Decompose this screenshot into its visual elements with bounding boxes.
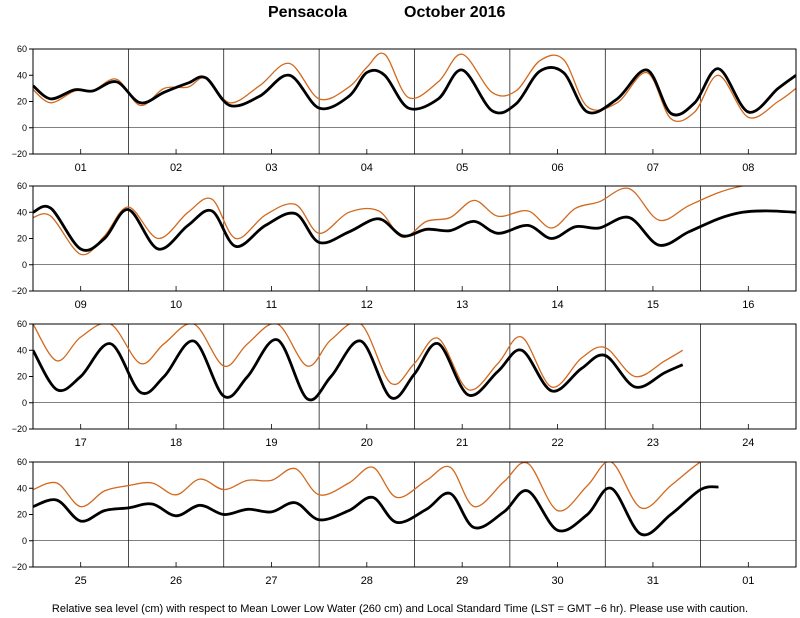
observed-series-line [33, 52, 796, 122]
day-label: 25 [75, 575, 87, 587]
observed-series-line [33, 186, 747, 256]
day-label: 24 [742, 437, 754, 449]
day-label: 12 [361, 299, 373, 311]
panel-frame [32, 48, 797, 155]
day-label: 02 [170, 162, 182, 174]
day-label: 17 [75, 437, 87, 449]
y-tick-label: 0 [22, 398, 27, 408]
panel-4: 60 40 20 0 −20 25 26 27 28 29 30 31 01 [12, 457, 797, 587]
footnote: Relative sea level (cm) with respect to … [51, 603, 749, 615]
day-label: 30 [551, 575, 563, 587]
panel-frame [32, 461, 797, 568]
predicted-series-line [33, 338, 684, 402]
y-tick-label: 0 [22, 260, 27, 270]
y-tick-label: 60 [17, 44, 27, 54]
day-label: 11 [266, 299, 277, 311]
y-tick-label: 40 [17, 483, 27, 493]
day-label: 28 [361, 575, 373, 587]
y-tick-label: 60 [17, 181, 27, 191]
day-label: 26 [170, 575, 182, 587]
predicted-series-line [33, 66, 796, 117]
day-label: 09 [75, 299, 87, 311]
predicted-series-line [33, 204, 796, 252]
day-label: 20 [361, 437, 373, 449]
day-label: 15 [647, 299, 659, 311]
tide-chart: 60 40 20 0 −20 01 02 03 04 05 06 07 08 60 40 20 0 −20 09 10… [12, 44, 797, 587]
chart-title-place: Pensacola [268, 4, 348, 21]
day-label: 21 [456, 437, 468, 449]
y-tick-label: −20 [12, 424, 27, 434]
day-label: 03 [265, 162, 277, 174]
y-tick-label: 40 [17, 70, 27, 80]
panel-frame [32, 185, 797, 292]
panel-frame [32, 323, 797, 430]
y-tick-label: 20 [17, 510, 27, 520]
y-tick-label: 20 [17, 372, 27, 382]
day-label: 13 [456, 299, 468, 311]
day-label: 23 [647, 437, 659, 449]
y-tick-label: 20 [17, 234, 27, 244]
day-label: 14 [551, 299, 563, 311]
day-label: 27 [265, 575, 277, 587]
y-tick-label: −20 [12, 149, 27, 159]
y-tick-label: 0 [22, 536, 27, 546]
day-label: 18 [170, 437, 182, 449]
chart-title-month: October 2016 [404, 4, 506, 21]
day-label: 08 [742, 162, 754, 174]
day-label: 16 [742, 299, 754, 311]
panel-2: 60 40 20 0 −20 09 10 11 12 13 14 15 16 [12, 181, 797, 311]
day-label: 07 [647, 162, 659, 174]
day-label: 31 [647, 575, 659, 587]
predicted-series-line [33, 485, 719, 537]
observed-series-line [33, 324, 684, 391]
day-label: 05 [456, 162, 468, 174]
observed-series-line [33, 462, 703, 512]
day-label: 10 [170, 299, 182, 311]
y-tick-label: 60 [17, 319, 27, 329]
day-label: 29 [456, 575, 468, 587]
y-tick-label: 40 [17, 345, 27, 355]
day-label: 01 [742, 575, 754, 587]
y-tick-label: 20 [17, 97, 27, 107]
day-label: 04 [361, 162, 373, 174]
panel-1: 60 40 20 0 −20 01 02 03 04 05 06 07 08 [12, 44, 797, 174]
y-tick-label: −20 [12, 562, 27, 572]
y-tick-label: −20 [12, 286, 27, 296]
y-tick-label: 40 [17, 207, 27, 217]
day-label: 19 [265, 437, 277, 449]
day-label: 22 [551, 437, 563, 449]
y-tick-label: 60 [17, 457, 27, 467]
day-label: 06 [551, 162, 563, 174]
panel-3: 60 40 20 0 −20 17 18 19 20 21 22 23 24 [12, 319, 797, 449]
day-label: 01 [75, 162, 87, 174]
y-tick-label: 0 [22, 123, 27, 133]
